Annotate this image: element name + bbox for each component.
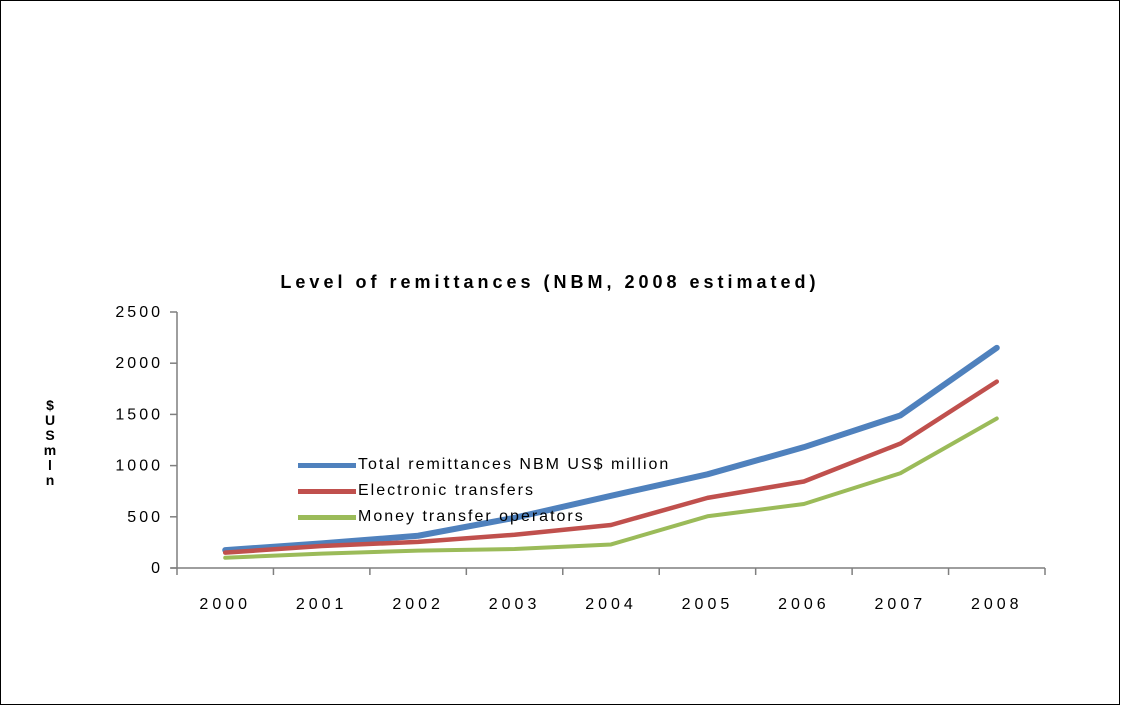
y-axis-label-char: n — [45, 472, 55, 488]
legend-label: Electronic transfers — [358, 482, 535, 499]
legend-swatch — [298, 514, 356, 520]
y-axis-label-char: l — [48, 457, 52, 473]
series-line-2 — [222, 379, 1000, 555]
x-tick-label: 2000 — [199, 596, 251, 613]
legend-item: Electronic transfers — [298, 478, 670, 504]
y-axis-label-char: m — [43, 442, 57, 458]
y-tick-label: 2500 — [115, 304, 163, 321]
x-tick-label: 2008 — [971, 596, 1023, 613]
chart-title: Level of remittances (NBM, 2008 estimate… — [280, 272, 820, 292]
legend-item: Total remittances NBM US$ million — [298, 452, 670, 478]
y-tick-label: 0 — [151, 560, 163, 577]
y-tick-label: 1500 — [115, 406, 163, 423]
legend: Total remittances NBM US$ million Electro… — [298, 452, 670, 530]
series-line-3 — [223, 416, 999, 560]
y-axis-label-char: U — [44, 412, 56, 428]
x-tick-label: 2005 — [682, 596, 734, 613]
legend-item: Money transfer operators — [298, 504, 670, 530]
y-axis-label-char: $ — [46, 397, 54, 413]
legend-swatch — [298, 488, 356, 494]
x-tick-label: 2001 — [296, 596, 348, 613]
series-line-1 — [222, 344, 1000, 554]
legend-swatch — [298, 462, 356, 468]
x-tick-label: 2006 — [778, 596, 830, 613]
x-tick-label: 2002 — [392, 596, 444, 613]
y-tick-label: 500 — [127, 509, 163, 526]
x-tick-label: 2004 — [585, 596, 637, 613]
legend-label: Money transfer operators — [358, 508, 585, 525]
x-tick-label: 2003 — [489, 596, 541, 613]
legend-label: Total remittances NBM US$ million — [358, 456, 671, 473]
y-tick-label: 1000 — [115, 458, 163, 475]
x-tick-label: 2007 — [875, 596, 927, 613]
y-tick-label: 2000 — [115, 355, 163, 372]
y-axis-label-char: S — [45, 427, 55, 443]
